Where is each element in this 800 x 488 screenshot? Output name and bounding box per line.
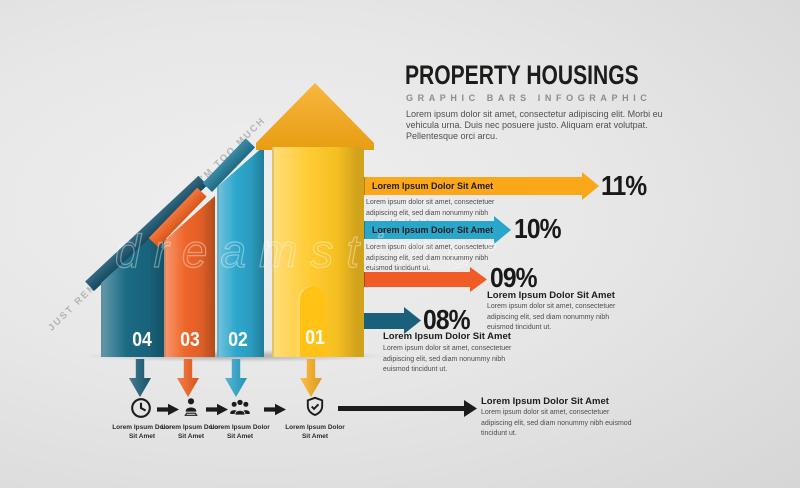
house-03-number: 03 — [180, 329, 200, 351]
step-label-1: Lorem Ipsum Dolor Sit Amet — [112, 424, 172, 440]
intro-paragraph: Lorem ipsum dolor sit amet, consectetur … — [406, 109, 663, 141]
step-label-4: Lorem Ipsum Dolor Sit Amet — [285, 424, 345, 440]
stat-heading-09: Lorem Ipsum Dolor Sit Amet — [487, 290, 615, 301]
stat-body-10: Lorem ipsum dolor sit amet, consectetuer… — [366, 244, 495, 272]
house-04-number: 04 — [132, 329, 152, 351]
result-heading: Lorem Ipsum Dolor Sit Amet — [481, 396, 609, 407]
stat-percent-11: 11% — [601, 170, 647, 201]
house-02-body — [217, 146, 264, 357]
stat-percent-10: 10% — [514, 213, 562, 244]
clock-icon — [131, 398, 151, 418]
people-group-icon — [230, 398, 250, 416]
stat-arrow-11: Lorem Ipsum Dolor Sit Amet — [356, 177, 582, 195]
stat-percent-09: 09% — [490, 262, 538, 293]
stat-arrow-09 — [356, 272, 470, 287]
down-arrow-01 — [300, 359, 322, 397]
house-02-number: 02 — [228, 329, 248, 351]
person-desk-icon — [184, 398, 198, 416]
stat-arrow-08 — [354, 313, 404, 329]
stat-body-08: Lorem ipsum dolor sit amet, consectetuer… — [383, 345, 512, 373]
stat-body-09: Lorem ipsum dolor sit amet, consectetuer… — [487, 303, 616, 331]
house-01 — [246, 83, 374, 357]
stat-heading-08: Lorem Ipsum Dolor Sit Amet — [383, 331, 511, 342]
house-04-body — [101, 223, 166, 357]
shield-check-icon — [306, 396, 324, 417]
stat-arrow-10: Lorem Ipsum Dolor Sit Amet — [356, 221, 494, 239]
step-label-2: Lorem Ipsum Dolor Sit Amet — [161, 424, 221, 440]
house-01-roof — [256, 83, 374, 150]
down-arrow-04 — [129, 359, 151, 397]
stat-arrow-08-head — [404, 307, 421, 334]
down-arrow-02 — [225, 359, 247, 397]
step-arrow-icon-1 — [157, 403, 179, 416]
page-title: PROPERTY HOUSINGS — [405, 60, 639, 90]
house-01-body — [272, 147, 364, 357]
result-arrow-head — [464, 400, 477, 417]
result-arrow — [338, 406, 464, 411]
down-arrow-03 — [177, 359, 199, 397]
page-subtitle: GRAPHIC BARS INFOGRAPHIC — [406, 93, 652, 103]
step-arrow-icon-2 — [206, 403, 228, 416]
step-label-3: Lorem Ipsum Dolor Sit Amet — [210, 424, 270, 440]
result-body: Lorem ipsum dolor sit amet, consectetuer… — [481, 409, 632, 437]
house-01-number: 01 — [305, 327, 325, 349]
stat-percent-08: 08% — [423, 304, 471, 335]
step-arrow-icon-3 — [264, 403, 286, 416]
house-01-door — [297, 286, 326, 357]
stat-arrow-11-head — [582, 172, 599, 200]
